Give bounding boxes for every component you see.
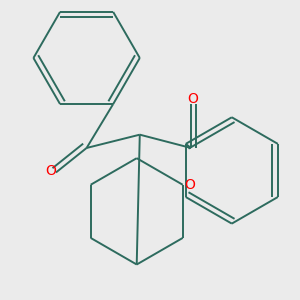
Text: O: O <box>45 164 56 178</box>
Text: O: O <box>184 178 195 192</box>
Text: O: O <box>187 92 198 106</box>
